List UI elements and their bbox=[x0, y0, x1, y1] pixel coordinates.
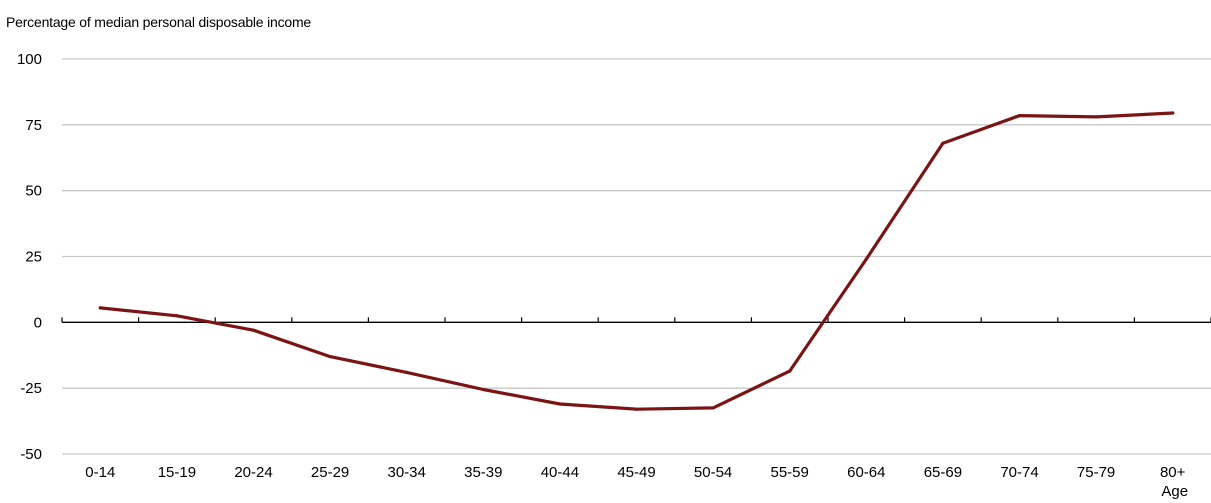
series-lines bbox=[98, 111, 1175, 411]
x-tick-label: 40-44 bbox=[541, 464, 579, 481]
x-tick-label: 60-64 bbox=[847, 464, 885, 481]
data-point bbox=[634, 407, 639, 411]
x-tick-label: 65-69 bbox=[924, 464, 962, 481]
data-point bbox=[481, 387, 485, 392]
y-tick-label: 25 bbox=[25, 249, 42, 266]
data-point bbox=[864, 257, 868, 261]
y-tick-label: 75 bbox=[25, 117, 42, 134]
data-point bbox=[711, 406, 715, 410]
gridlines bbox=[62, 58, 1211, 455]
series-line bbox=[98, 111, 1175, 411]
x-tick-labels: 0-14 15-19 20-24 25-29 30-34 35-39 40-44 45-49 5… bbox=[85, 464, 1185, 481]
y-tick-labels: 100 75 50 25 0 -25 -50 bbox=[17, 51, 42, 463]
x-tick-label: 70-74 bbox=[1000, 464, 1038, 481]
x-tick-label: 55-59 bbox=[771, 464, 809, 481]
x-tick-label: 15-19 bbox=[158, 464, 196, 481]
x-axis-title: Age bbox=[1161, 483, 1188, 500]
y-tick-label: 100 bbox=[17, 51, 42, 68]
x-tick-label: 25-29 bbox=[311, 464, 349, 481]
x-tick-label: 0-14 bbox=[85, 464, 115, 481]
data-point bbox=[1171, 111, 1175, 115]
data-point bbox=[405, 370, 409, 374]
data-point bbox=[788, 369, 792, 373]
x-tick-label: 20-24 bbox=[234, 464, 272, 481]
data-point bbox=[328, 354, 332, 359]
y-tick-label: 50 bbox=[25, 183, 42, 200]
data-point bbox=[1017, 114, 1022, 118]
data-point bbox=[941, 141, 945, 145]
x-tick-label: 45-49 bbox=[617, 464, 655, 481]
y-tick-label: 0 bbox=[34, 314, 42, 331]
data-point bbox=[98, 306, 102, 310]
data-point bbox=[558, 402, 562, 406]
x-tick-label: 75-79 bbox=[1077, 464, 1115, 481]
x-tick-label: 30-34 bbox=[388, 464, 426, 481]
x-tick-label: 35-39 bbox=[464, 464, 502, 481]
x-axis bbox=[61, 317, 1211, 323]
y-axis-title: Percentage of median personal disposable… bbox=[6, 14, 312, 30]
data-point bbox=[1094, 115, 1098, 119]
x-tick-label: 80+ bbox=[1160, 464, 1186, 481]
y-tick-label: -50 bbox=[20, 446, 42, 463]
x-tick-label: 50-54 bbox=[694, 464, 732, 481]
y-tick-label: -25 bbox=[20, 380, 42, 397]
data-point bbox=[251, 328, 256, 332]
data-point bbox=[175, 314, 179, 318]
